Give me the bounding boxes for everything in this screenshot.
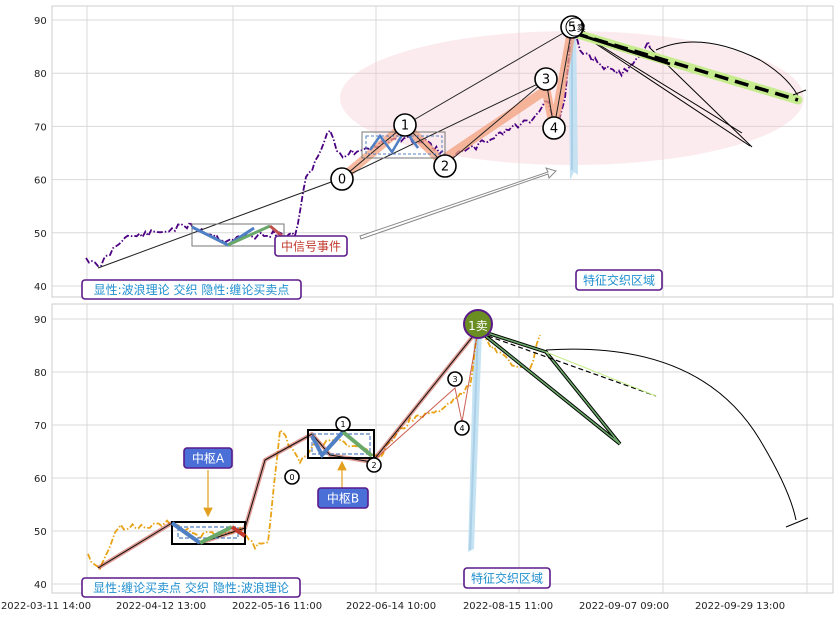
top-ytick-70: 70: [34, 122, 47, 133]
bot-ytick-80: 80: [34, 368, 47, 379]
bot-sell-label: 1卖: [468, 319, 488, 333]
bot-legend-box-box: [81, 577, 301, 598]
x-tick-5: 2022-09-07 09:00: [579, 601, 669, 612]
top-wave-label-0: 0: [338, 173, 346, 188]
bot-cross-zone: 特征交织区域: [471, 571, 543, 586]
bot-plot-area: [51, 303, 834, 594]
top-wave-label-1-circle: [393, 113, 417, 137]
x-tick-4: 2022-08-15 11:00: [463, 601, 553, 612]
bot-proj-dashed: [487, 335, 657, 397]
top-ytick-60: 60: [34, 176, 47, 187]
top-legend-box-box: [81, 279, 302, 300]
bot-zhongshu-b-label: 中枢B: [327, 491, 359, 506]
top-ytick-80: 80: [34, 69, 47, 80]
top-mid-event: 中信号事件: [281, 239, 341, 254]
bot-zhongshu-inner-b: [311, 433, 371, 455]
top-ytick-50: 50: [34, 229, 47, 240]
bot-ytick-50: 50: [34, 527, 47, 538]
top-proj-line-0: [571, 27, 751, 147]
top-wave-label-5-circle: [560, 15, 584, 39]
x-tick-2: 2022-05-16 11:00: [232, 601, 322, 612]
bot-wave-label-0: 1: [340, 420, 345, 429]
top-wave-label-4: 4: [550, 122, 558, 137]
top-legend-box: 显性:波浪理论 交织 隐性:缠论买卖点: [94, 282, 290, 297]
top-solid-target: [573, 31, 671, 66]
bot-wave-label-zero-circle: [284, 469, 300, 485]
bot-wave-label-zero: 0: [289, 473, 294, 482]
x-tick-0: 2022-03-11 14:00: [1, 601, 91, 612]
top-cross-zone: 特征交织区域: [583, 273, 655, 288]
bot-proj-triangle: [477, 329, 621, 445]
bot-proj-green-thin: [545, 351, 657, 397]
top-ytick-40: 40: [34, 282, 47, 293]
top-wave-label-5: 5: [568, 21, 576, 36]
top-wave-label-2-circle: [433, 154, 457, 178]
bot-stroke-green-a: [199, 525, 233, 545]
bot-zhongshu-a-label-box: [183, 447, 233, 469]
bot-stroke-red-a: [230, 525, 247, 538]
top-mid-event-box: [274, 235, 348, 257]
x-tick-6: 2022-09-29 13:00: [695, 601, 785, 612]
top-zhongshu-box-a: [191, 223, 285, 247]
bot-small-wave: [371, 329, 479, 463]
bot-proj-arc: [545, 348, 797, 521]
top-cross-zone-box: [575, 269, 663, 291]
top-proj-arc: [655, 41, 801, 101]
top-target-tick: [792, 89, 807, 96]
top-price-series: [85, 22, 651, 267]
top-wave-label-3: 3: [542, 73, 550, 88]
top-wave-extra-circle: [565, 17, 585, 37]
top-wave-label-0-circle: [330, 167, 354, 191]
bot-ytick-40: 40: [34, 580, 47, 591]
top-hollow-arrow: [359, 167, 557, 240]
top-stroke-green: [227, 224, 271, 247]
bot-zhongshu-a-label: 中枢A: [192, 451, 225, 466]
bot-wave-label-3: 4: [459, 424, 464, 433]
top-stroke-blue-b: [368, 127, 420, 155]
bot-stroke-green-b: [341, 430, 374, 458]
bot-sell-label-circle: [463, 309, 493, 339]
bot-proj-tick: [785, 517, 809, 528]
bot-stroke-blue-b: [310, 430, 345, 459]
bot-zhongshu-inner-a: [177, 526, 239, 539]
bot-wave-label-0-circle: [335, 416, 351, 432]
x-tick-1: 2022-04-12 13:00: [116, 601, 206, 612]
x-tick-3: 2022-06-14 10:00: [346, 601, 436, 612]
top-wave-label-2: 2: [441, 160, 449, 175]
top-wave-extra-label: 1卖: [571, 23, 586, 34]
bot-ytick-60: 60: [34, 474, 47, 485]
bot-wave-label-2: 3: [452, 375, 457, 384]
bot-wave-label-2-circle: [447, 371, 463, 387]
bot-stroke-blue-a: [170, 521, 202, 545]
bot-price-series: [87, 327, 541, 570]
top-trend-line-1: [404, 27, 573, 126]
bot-wave-label-1: 2: [371, 461, 376, 470]
top-wave-label-3-circle: [534, 67, 558, 91]
bot-legend-box: 显性:缠论买卖点 交织 隐性:波浪理论: [93, 580, 289, 595]
bot-wave-label-3-circle: [454, 420, 470, 436]
bot-cross-zone-box: [463, 567, 551, 589]
bot-ytick-70: 70: [34, 421, 47, 432]
bot-wave-label-1-circle: [366, 457, 382, 473]
top-trend-line-0: [341, 79, 547, 179]
top-wave-label-1: 1: [401, 119, 409, 134]
top-dashed-target: [573, 31, 799, 102]
bot-ytick-90: 90: [34, 315, 47, 326]
top-stroke-red: [269, 224, 283, 238]
bot-zhongshu-b-label-box: [317, 487, 369, 509]
top-wave-label-4-circle: [542, 116, 566, 140]
bot-vertical-line: [469, 329, 479, 551]
bot-zhongshu-box-a: [171, 521, 246, 545]
top-ytick-90: 90: [34, 16, 47, 27]
